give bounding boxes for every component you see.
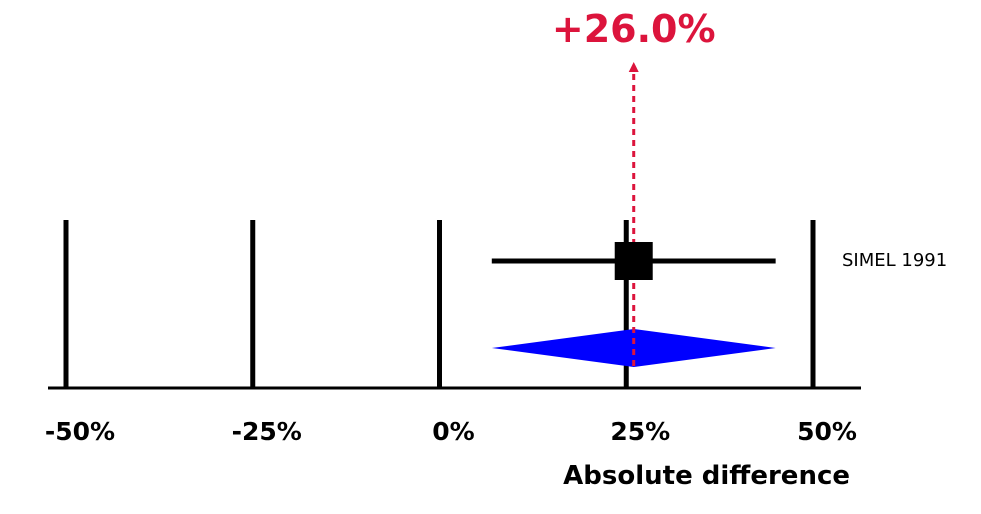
pooled-estimate-label: +26.0%: [552, 7, 716, 51]
pooled-arrow-head: [628, 62, 639, 72]
pooled-diamond: [491, 329, 776, 367]
study-point-estimate: [614, 242, 653, 280]
tick-label: 0%: [432, 417, 474, 446]
tick-label: -25%: [232, 417, 302, 446]
tick-labels: -50% -25% 0% 25% 50%: [45, 417, 857, 446]
tick-label: 25%: [610, 417, 670, 446]
study-rows: SIMEL 1991: [491, 242, 947, 280]
study-label: SIMEL 1991: [842, 250, 947, 271]
tick-label: -50%: [45, 417, 115, 446]
x-axis-title: Absolute difference: [563, 461, 850, 491]
tick-label: 50%: [797, 417, 857, 446]
pooled-estimate: +26.0%: [491, 7, 776, 370]
grid-lines: [63, 220, 816, 388]
